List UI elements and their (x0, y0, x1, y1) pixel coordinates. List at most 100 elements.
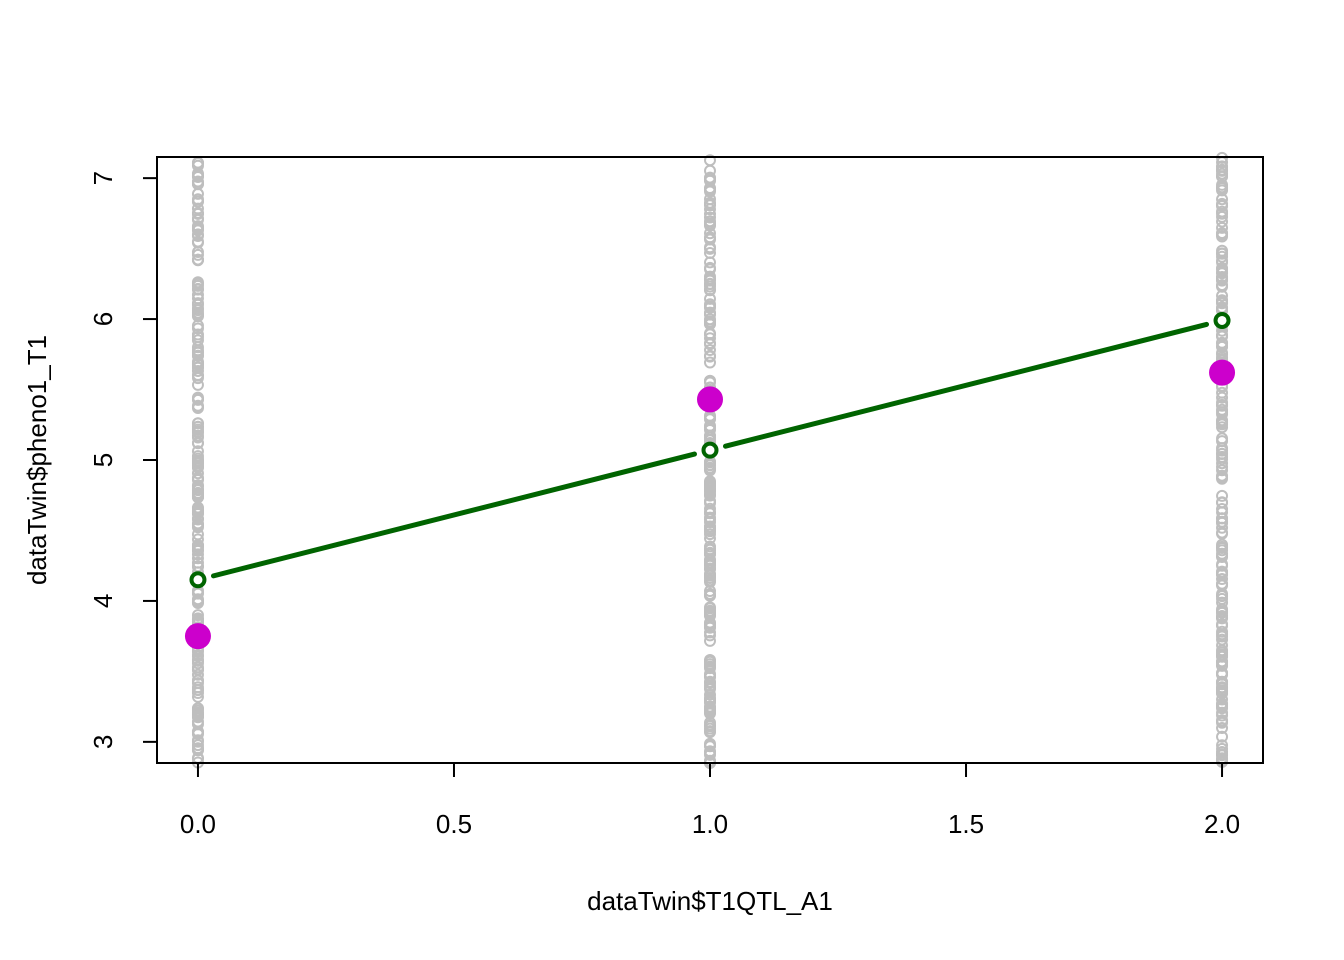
y-tick-label: 5 (88, 453, 118, 467)
raw-point (704, 746, 716, 759)
raw-point (191, 467, 204, 480)
raw-point (704, 634, 716, 647)
raw-point (704, 332, 716, 345)
raw-point (704, 298, 716, 311)
raw-point (191, 743, 204, 756)
raw-point (1216, 432, 1229, 445)
raw-point (191, 711, 204, 724)
raw-point (1216, 471, 1229, 484)
raw-point (704, 171, 716, 184)
raw-point (704, 506, 716, 518)
raw-point (704, 211, 716, 224)
raw-point (191, 552, 204, 565)
raw-point (1216, 170, 1229, 183)
raw-point (1216, 540, 1229, 553)
raw-point (191, 521, 204, 534)
raw-point (704, 274, 716, 287)
raw-point (704, 574, 716, 587)
raw-data-points (191, 151, 1229, 769)
raw-point (191, 452, 204, 465)
raw-point (1216, 730, 1229, 743)
raw-point (191, 684, 204, 697)
group-mean-point (697, 386, 723, 413)
fitted-line-segment (723, 321, 1210, 449)
raw-point (191, 253, 204, 266)
raw-point (191, 206, 204, 219)
raw-point (1216, 337, 1229, 350)
raw-point (1216, 544, 1229, 557)
raw-point (704, 429, 716, 442)
raw-point (1216, 496, 1229, 509)
raw-point (704, 540, 716, 553)
raw-point (704, 374, 716, 387)
raw-point (704, 688, 716, 701)
raw-point (191, 445, 204, 458)
raw-point (191, 548, 204, 561)
raw-point (1216, 503, 1229, 515)
raw-point (704, 344, 716, 356)
raw-point (704, 485, 716, 498)
raw-point (1216, 406, 1229, 419)
raw-point (704, 567, 716, 580)
group-mean-layer (184, 359, 1236, 650)
raw-point (704, 706, 716, 719)
raw-point (704, 654, 716, 666)
y-axis: 3 4 5 6 7 (88, 171, 158, 749)
raw-point (704, 292, 716, 305)
raw-point (1216, 596, 1229, 609)
raw-point (191, 331, 204, 344)
raw-point (704, 618, 716, 631)
raw-point (704, 317, 716, 330)
raw-point (1216, 648, 1229, 661)
raw-point (191, 663, 204, 676)
raw-point (704, 524, 716, 537)
raw-point (704, 154, 716, 167)
raw-point (191, 202, 204, 215)
raw-point (1216, 448, 1229, 460)
raw-point (1216, 244, 1229, 257)
raw-point (1216, 444, 1229, 457)
raw-point (191, 474, 204, 486)
raw-point (191, 487, 204, 500)
raw-point (704, 739, 716, 752)
raw-point (704, 602, 716, 615)
x-axis: 0.0 0.5 1.0 1.5 2.0 (180, 762, 1240, 839)
group-mean-point (184, 623, 211, 650)
raw-point (1216, 739, 1229, 752)
y-tick-label: 4 (88, 594, 118, 608)
raw-point (1216, 274, 1229, 287)
x-tick-label: 1.0 (692, 809, 728, 839)
raw-point (704, 185, 716, 198)
raw-point (1216, 722, 1229, 734)
raw-point (1216, 421, 1229, 434)
raw-point (1216, 655, 1229, 668)
raw-point (1216, 178, 1229, 191)
raw-point (704, 694, 716, 707)
raw-point (191, 461, 204, 474)
raw-point (1216, 464, 1229, 477)
raw-point (1216, 644, 1229, 657)
raw-point (191, 690, 204, 703)
raw-point (704, 722, 716, 735)
raw-point (191, 346, 204, 359)
raw-point (1216, 697, 1229, 710)
raw-point (191, 517, 204, 530)
raw-point (191, 668, 204, 681)
x-tick-label: 2.0 (1204, 809, 1240, 839)
raw-point (704, 196, 716, 209)
raw-point (191, 302, 204, 315)
raw-point (191, 308, 204, 321)
raw-point (1216, 199, 1229, 212)
raw-point (191, 504, 204, 517)
raw-point (704, 667, 716, 680)
fitted-line-layer (189, 311, 1231, 589)
raw-point (704, 547, 716, 560)
raw-point (1216, 271, 1229, 284)
fitted-point (189, 571, 207, 589)
raw-point (191, 358, 204, 371)
raw-point (704, 349, 716, 362)
raw-point (704, 701, 716, 714)
raw-point (704, 231, 716, 244)
raw-point (704, 247, 716, 259)
raw-point (191, 648, 204, 661)
